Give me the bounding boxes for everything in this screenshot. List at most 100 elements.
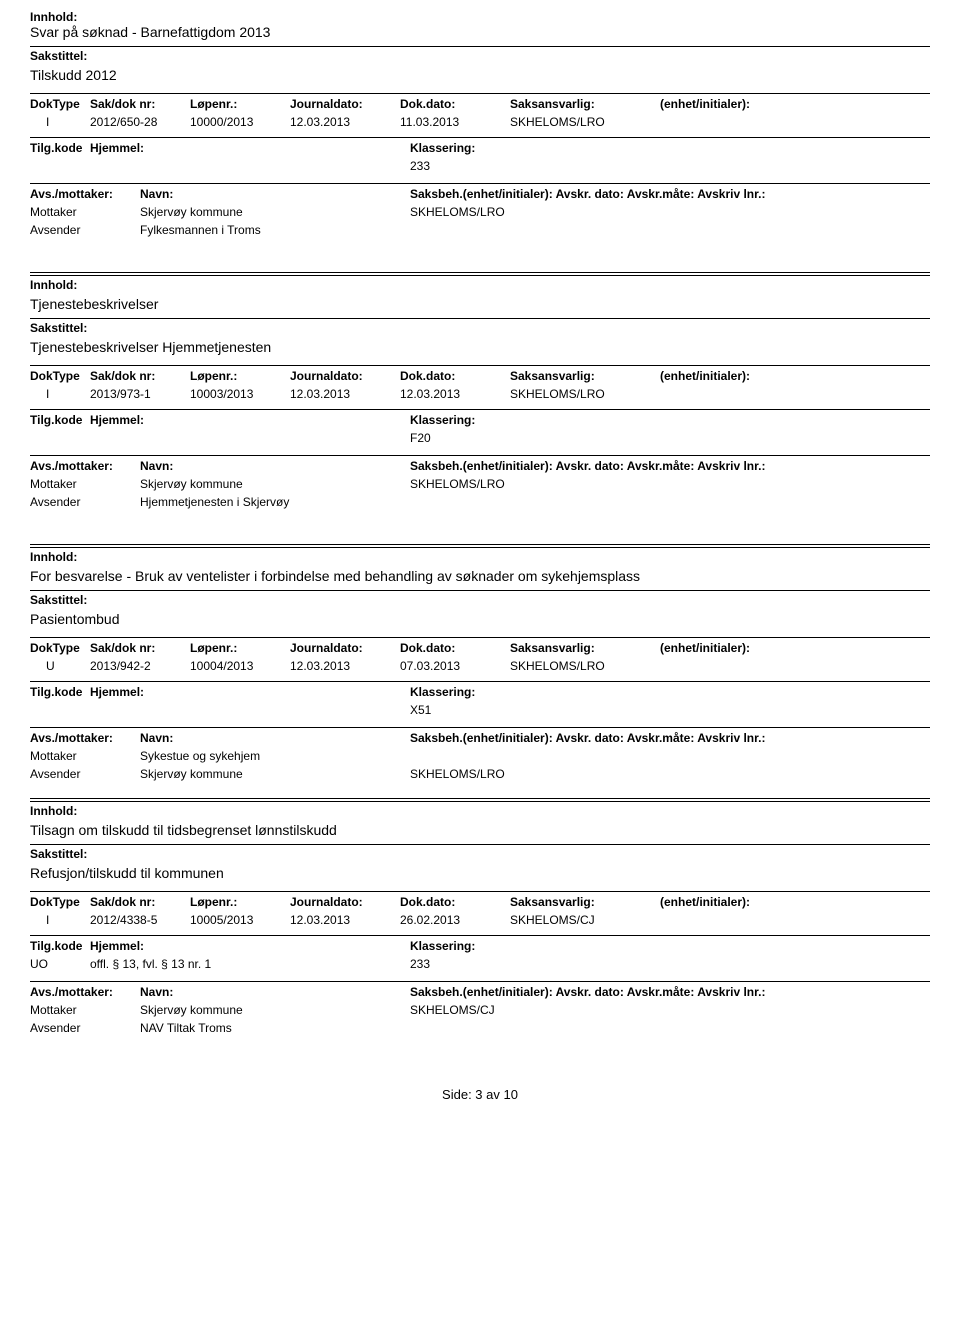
columns-data: I 2013/973-1 10003/2013 12.03.2013 12.03… [30,385,930,409]
col-doktype-header: DokType [30,97,90,111]
parties-header: Avs./mottaker: Navn: Saksbeh.(enhet/init… [30,981,930,1001]
mottaker-saksbeh: SKHELOMS/CJ [410,1003,930,1017]
col-journaldato-header: Journaldato: [290,97,400,111]
avsender-saksbeh [410,495,930,509]
innhold-value: Tilsagn om tilskudd til tidsbegrenset lø… [30,822,930,838]
mottaker-name: Sykestue og sykehjem [140,749,410,763]
columns-header: DokType Sak/dok nr: Løpenr.: Journaldato… [30,365,930,385]
col-journaldato-header: Journaldato: [290,895,400,909]
columns-header: DokType Sak/dok nr: Løpenr.: Journaldato… [30,93,930,113]
parties-header: Avs./mottaker: Navn: Saksbeh.(enhet/init… [30,727,930,747]
tilg-section: Tilg.kode Hjemmel: Klassering: [30,409,930,429]
tilgkode-label: Tilg.kode [30,685,90,699]
hjemmel-label: Hjemmel: [90,685,144,699]
sakstittel-value: Refusjon/tilskudd til kommunen [30,865,930,881]
mottaker-row: Mottaker Sykestue og sykehjem [30,747,930,765]
sakdok-value: 2012/650-28 [90,115,190,129]
col-saksansvarlig-header: Saksansvarlig: [510,97,660,111]
innhold-value: Tjenestebeskrivelser [30,296,930,312]
mottaker-row: Mottaker Skjervøy kommune SKHELOMS/CJ [30,1001,930,1019]
avsender-name: Hjemmetjenesten i Skjervøy [140,495,410,509]
klassering-value: 233 [410,957,430,971]
saksansvarlig-value: SKHELOMS/CJ [510,913,660,927]
avsender-name: Fylkesmannen i Troms [140,223,410,237]
saksbeh-header: Saksbeh.(enhet/initialer): Avskr. dato: … [410,985,930,999]
tilgkode-value [30,431,90,445]
navn-label: Navn: [140,731,410,745]
lopenr-value: 10004/2013 [190,659,290,673]
lopenr-value: 10000/2013 [190,115,290,129]
avsmottaker-label: Avs./mottaker: [30,459,140,473]
avsender-role: Avsender [30,1021,140,1035]
avsender-row: Avsender NAV Tiltak Troms [30,1019,930,1037]
sakstittel-value: Tjenestebeskrivelser Hjemmetjenesten [30,339,930,355]
avsender-saksbeh: SKHELOMS/LRO [410,767,930,781]
navn-label: Navn: [140,187,410,201]
col-journaldato-header: Journaldato: [290,641,400,655]
dokdato-value: 11.03.2013 [400,115,510,129]
innhold-label: Innhold: [30,10,930,24]
lopenr-value: 10003/2013 [190,387,290,401]
col-lopenr-header: Løpenr.: [190,641,290,655]
col-enhet-header: (enhet/initialer): [660,97,800,111]
record-separator [30,239,930,273]
col-enhet-header: (enhet/initialer): [660,369,800,383]
klassering-value: X51 [410,703,431,717]
columns-data: I 2012/4338-5 10005/2013 12.03.2013 26.0… [30,911,930,935]
tilgkode-label: Tilg.kode [30,939,90,953]
sakdok-value: 2013/973-1 [90,387,190,401]
sakstittel-section: Sakstittel: Tjenestebeskrivelser Hjemmet… [30,318,930,355]
tilgkode-label: Tilg.kode [30,413,90,427]
innhold-value: Svar på søknad - Barnefattigdom 2013 [30,24,930,40]
sakstittel-value: Pasientombud [30,611,930,627]
tilg-values: X51 [30,701,930,727]
mottaker-role: Mottaker [30,205,140,219]
saksbeh-header: Saksbeh.(enhet/initialer): Avskr. dato: … [410,731,930,745]
dokdato-value: 12.03.2013 [400,387,510,401]
sakdok-value: 2013/942-2 [90,659,190,673]
journaldato-value: 12.03.2013 [290,115,400,129]
saksbeh-header: Saksbeh.(enhet/initialer): Avskr. dato: … [410,459,930,473]
klassering-label: Klassering: [410,685,475,699]
col-dokdato-header: Dok.dato: [400,97,510,111]
journaldato-value: 12.03.2013 [290,387,400,401]
tilg-section: Tilg.kode Hjemmel: Klassering: [30,935,930,955]
journal-record: Innhold: Svar på søknad - Barnefattigdom… [30,10,930,239]
record-separator [30,783,930,799]
col-lopenr-header: Løpenr.: [190,895,290,909]
avsmottaker-label: Avs./mottaker: [30,731,140,745]
col-lopenr-header: Løpenr.: [190,369,290,383]
mottaker-saksbeh: SKHELOMS/LRO [410,477,930,491]
tilg-section: Tilg.kode Hjemmel: Klassering: [30,137,930,157]
doktype-value: U [30,659,90,673]
sakstittel-section: Sakstittel: Tilskudd 2012 [30,46,930,83]
mottaker-saksbeh [410,749,930,763]
col-dokdato-header: Dok.dato: [400,895,510,909]
journaldato-value: 12.03.2013 [290,913,400,927]
mottaker-row: Mottaker Skjervøy kommune SKHELOMS/LRO [30,475,930,493]
enhet-value [660,115,800,129]
avsender-row: Avsender Skjervøy kommune SKHELOMS/LRO [30,765,930,783]
parties-header: Avs./mottaker: Navn: Saksbeh.(enhet/init… [30,183,930,203]
innhold-section: Innhold: Tilsagn om tilskudd til tidsbeg… [30,801,930,838]
journaldato-value: 12.03.2013 [290,659,400,673]
avsender-saksbeh [410,223,930,237]
avsender-saksbeh [410,1021,930,1035]
mottaker-name: Skjervøy kommune [140,1003,410,1017]
col-doktype-header: DokType [30,895,90,909]
sakdok-value: 2012/4338-5 [90,913,190,927]
mottaker-name: Skjervøy kommune [140,205,410,219]
enhet-value [660,659,800,673]
klassering-label: Klassering: [410,413,475,427]
innhold-value: For besvarelse - Bruk av ventelister i f… [30,568,930,584]
hjemmel-label: Hjemmel: [90,413,144,427]
sakstittel-label: Sakstittel: [30,321,930,335]
enhet-value [660,387,800,401]
avsender-role: Avsender [30,495,140,509]
avsmottaker-label: Avs./mottaker: [30,985,140,999]
avsender-row: Avsender Fylkesmannen i Troms [30,221,930,239]
innhold-label: Innhold: [30,804,930,818]
tilg-values: F20 [30,429,930,455]
sakstittel-section: Sakstittel: Refusjon/tilskudd til kommun… [30,844,930,881]
col-enhet-header: (enhet/initialer): [660,895,800,909]
